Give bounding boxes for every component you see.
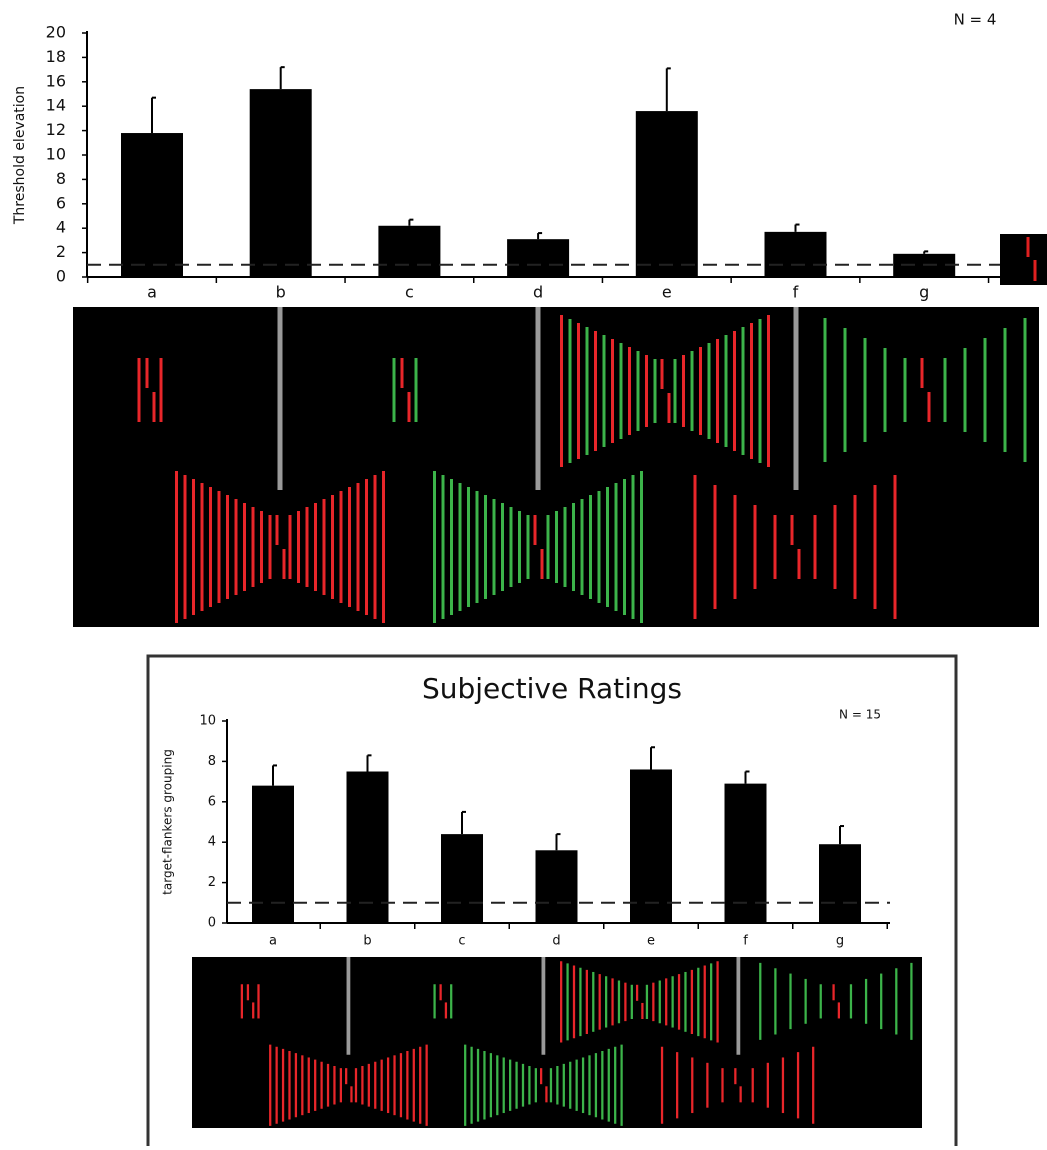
figure: N = 4 Threshold elevation 0 2 4 6 8 10 12 14 16 18 2…: [0, 0, 1047, 1146]
x-tick-label: f: [743, 934, 748, 949]
bar: [378, 226, 440, 277]
x-tick-label: b: [276, 283, 286, 302]
stimulus-panel: [192, 957, 922, 1128]
stimulus-panel: [73, 307, 1039, 627]
bar: [441, 834, 483, 923]
x-tick-label: f: [793, 283, 799, 302]
y-tick-label: 12: [46, 120, 66, 139]
y-tick-label: 8: [56, 169, 66, 188]
bar: [630, 769, 672, 923]
bar: [765, 232, 827, 277]
bar: [636, 111, 698, 277]
target-icon: [1000, 234, 1047, 285]
bar: [819, 844, 861, 923]
x-tick-label: g: [919, 283, 929, 302]
page: {"chart_data": [ {"type": "bar", "y_labe…: [0, 0, 1047, 1146]
bar: [250, 89, 312, 277]
x-tick-label: e: [647, 934, 655, 949]
x-tick-label: d: [552, 934, 560, 949]
y-tick-label: 20: [46, 23, 66, 42]
y-tick-label: 4: [56, 218, 66, 237]
bar: [347, 772, 389, 924]
x-tick-label: b: [363, 934, 371, 949]
annotation: N = 4: [954, 11, 997, 29]
y-tick-label: 2: [56, 242, 66, 261]
y-tick-label: 18: [46, 47, 66, 66]
chart-title: Subjective Ratings: [422, 672, 682, 705]
bar: [121, 133, 183, 277]
x-tick-label: g: [836, 934, 844, 949]
y-tick-label: 10: [199, 714, 216, 729]
y-tick-label: 6: [208, 794, 216, 809]
y-tick-label: 16: [46, 71, 66, 90]
y-tick-label: 0: [208, 916, 216, 931]
bar: [507, 239, 569, 277]
y-tick-label: 0: [56, 267, 66, 286]
annotation: N = 15: [839, 708, 881, 722]
x-tick-label: a: [147, 283, 157, 302]
y-tick-label: 6: [56, 193, 66, 212]
x-tick-label: a: [269, 934, 277, 949]
y-axis-label: Threshold elevation: [12, 86, 28, 225]
y-tick-label: 8: [208, 754, 216, 769]
bar: [536, 850, 578, 923]
y-tick-label: 10: [46, 145, 66, 164]
x-tick-label: d: [533, 283, 543, 302]
x-tick-label: e: [662, 283, 672, 302]
x-tick-label: c: [458, 934, 465, 949]
y-axis-label: target-flankers grouping: [161, 749, 175, 895]
x-tick-label: c: [405, 283, 414, 302]
y-tick-label: 4: [208, 835, 216, 850]
y-tick-label: 2: [208, 875, 216, 890]
y-tick-label: 14: [46, 96, 66, 115]
